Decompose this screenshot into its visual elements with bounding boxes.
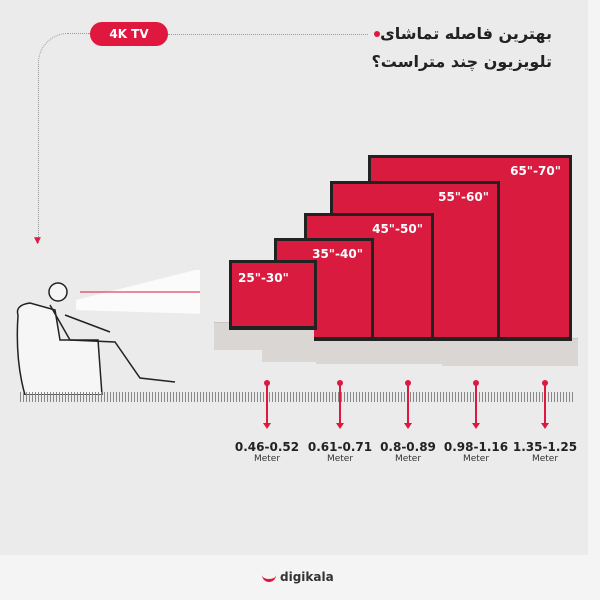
distance-label: 0.98-1.16 Meter <box>443 440 509 464</box>
tv-size-label: 45"-50" <box>372 222 423 236</box>
stand <box>442 338 512 366</box>
tv-size-label: 35"-40" <box>312 247 363 261</box>
title-dot <box>374 31 380 37</box>
title-line-2: تلویزیون چند متراست؟ <box>371 52 553 71</box>
distance-label: 1.35-1.25 Meter <box>512 440 578 464</box>
dotted-connector-top <box>168 34 368 35</box>
tv-size-label: 25"-30" <box>238 271 289 285</box>
distance-label: 0.46-0.52 Meter <box>234 440 300 464</box>
digikala-logo: digikala <box>262 570 334 584</box>
tv-size-label: 55"-60" <box>438 190 489 204</box>
title-line-1: بهترین فاصله تماشای <box>380 24 552 43</box>
distance-label: 0.61-0.71 Meter <box>307 440 373 464</box>
dotted-connector <box>38 33 90 243</box>
viewer-on-armchair-icon <box>16 270 200 395</box>
distance-ruler <box>20 392 575 402</box>
distance-label: 0.8-0.89 Meter <box>380 440 436 464</box>
page-title: بهترین فاصله تماشای تلویزیون چند متراست؟ <box>372 20 553 76</box>
digikala-smile-icon <box>262 572 276 582</box>
badge-4k-tv: 4K TV <box>90 22 168 46</box>
infographic: ▼ 4K TV بهترین فاصله تماشای تلویزیون چند… <box>16 20 578 464</box>
tv-25-30: 25"-30" <box>229 260 317 330</box>
chevron-down-icon: ▼ <box>34 236 41 246</box>
brand-name: digikala <box>280 570 334 584</box>
stand <box>512 338 578 366</box>
tv-size-label: 65"-70" <box>510 164 561 178</box>
